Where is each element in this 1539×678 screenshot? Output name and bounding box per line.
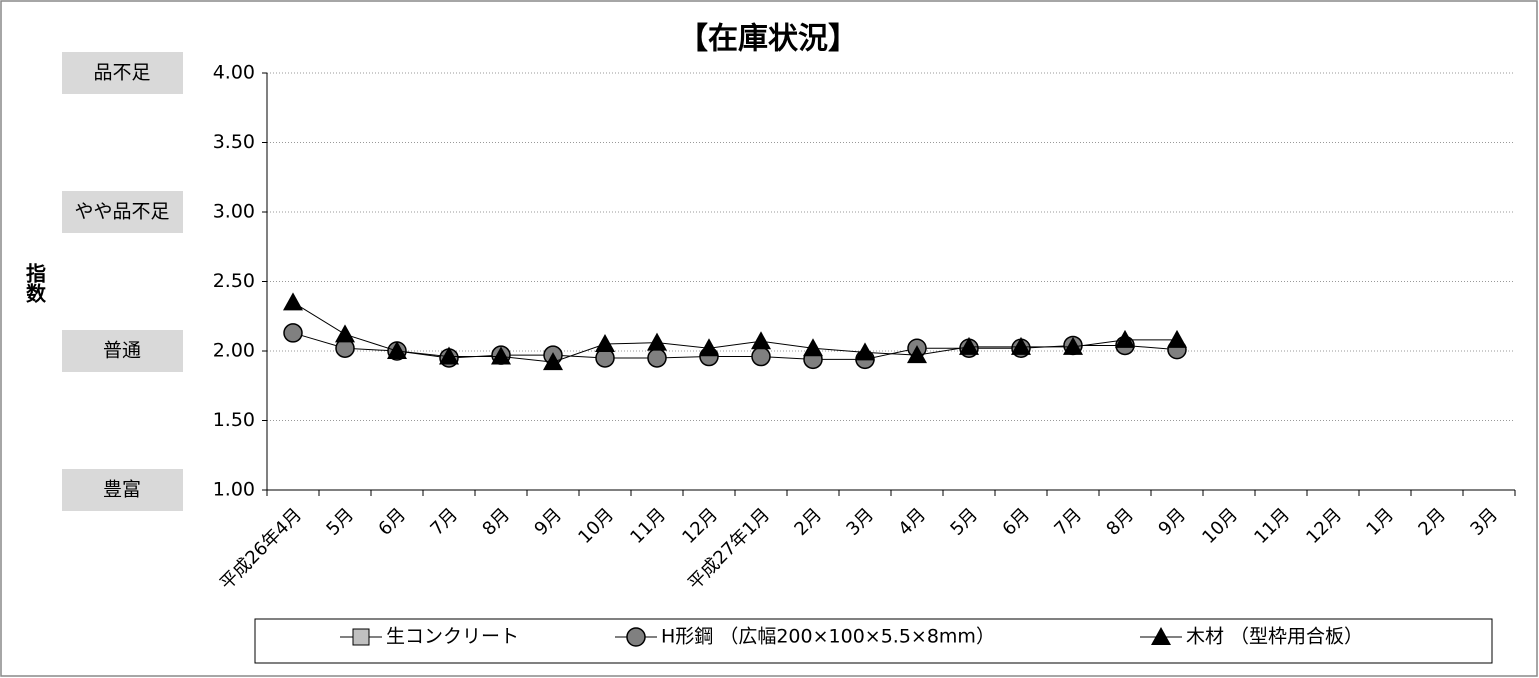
level-box <box>62 330 183 372</box>
marker-triangle <box>1167 329 1187 348</box>
marker-triangle <box>907 345 927 364</box>
series-line <box>292 301 1177 363</box>
marker-triangle <box>1115 329 1135 348</box>
marker-triangle <box>751 331 771 350</box>
marker-triangle <box>699 338 719 357</box>
marker-triangle <box>803 338 823 357</box>
marker-triangle <box>1063 336 1083 355</box>
marker-circle <box>626 627 646 647</box>
y-tick-label: 3.50 <box>213 131 255 153</box>
legend-label: 木材 （型枠用合板） <box>1186 626 1363 648</box>
level-label: 品不足 <box>93 62 150 84</box>
y-tick-label: 1.50 <box>213 409 255 431</box>
marker-square <box>352 628 370 646</box>
level-label: 普通 <box>103 340 141 362</box>
marker-triangle <box>1011 336 1031 355</box>
level-box <box>62 469 183 511</box>
legend-label: H形鋼 （広幅200×100×5.5×8mm） <box>661 626 995 648</box>
chart-title: 【在庫状況】 <box>678 22 858 57</box>
level-box <box>62 52 183 94</box>
legend-box <box>254 618 1493 664</box>
marker-circle <box>647 348 667 368</box>
y-tick-label: 2.00 <box>213 340 255 362</box>
level-label: 豊富 <box>103 479 141 501</box>
y-tick-label: 4.00 <box>213 62 255 84</box>
marker-triangle <box>595 334 615 353</box>
y-tick-label: 1.00 <box>213 479 255 501</box>
marker-triangle <box>283 292 303 311</box>
marker-triangle <box>1151 627 1171 645</box>
y-tick-label: 3.00 <box>213 201 255 223</box>
level-box <box>62 191 183 233</box>
marker-triangle <box>335 324 355 343</box>
marker-triangle <box>855 342 875 361</box>
legend-label: 生コンクリート <box>386 626 519 648</box>
marker-triangle <box>387 341 407 359</box>
marker-triangle <box>647 332 667 351</box>
y-axis-label: 指数 <box>23 262 47 304</box>
marker-triangle <box>439 346 459 365</box>
marker-triangle <box>543 352 563 371</box>
y-tick-label: 2.50 <box>213 270 255 292</box>
marker-circle <box>751 346 771 367</box>
marker-circle <box>283 323 303 343</box>
level-label: やや品不足 <box>74 201 169 223</box>
marker-triangle <box>959 336 979 355</box>
marker-triangle <box>491 346 511 365</box>
